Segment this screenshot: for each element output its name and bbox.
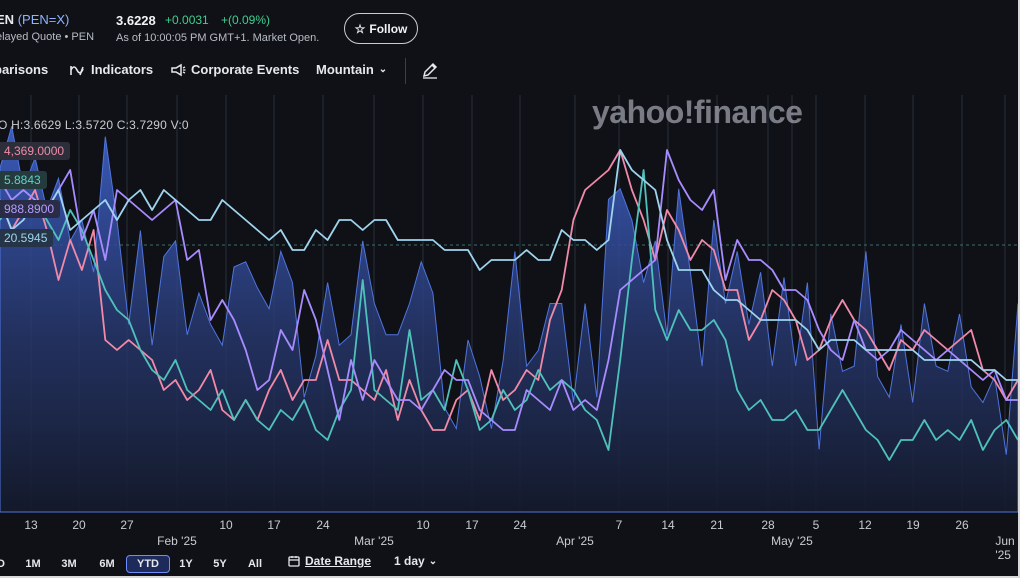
range-button-3m[interactable]: 3M (61, 558, 77, 570)
megaphone-icon (171, 63, 186, 76)
comparison-value-purple: 988.8900 (0, 200, 61, 218)
comparison-value-lightblue: 20.5945 (0, 229, 54, 247)
x-tick-label: Apr '25 (556, 534, 594, 548)
x-tick-label: 10 (219, 518, 233, 532)
indicators-button[interactable]: Indicators (70, 62, 153, 77)
x-tick-label: 5 (812, 518, 820, 532)
yahoo-finance-watermark: yahoo!finance (592, 94, 803, 130)
chart-style-dropdown[interactable]: Mountain ⌄ (316, 62, 387, 77)
x-tick-label: 19 (906, 518, 920, 532)
comparison-value-pink: 4,369.0000 (0, 142, 71, 160)
indicators-label: Indicators (91, 62, 154, 77)
symbol-name: EN (0, 12, 15, 27)
pencil-icon[interactable] (420, 60, 440, 80)
chevron-down-icon: ⌄ (428, 555, 438, 567)
last-price: 3.6228 (116, 13, 156, 28)
x-tick-label: 26 (955, 518, 969, 532)
chevron-down-icon: ⌄ (378, 64, 388, 75)
price-change-percent: +(0.09%) (221, 13, 271, 27)
x-tick-label: Mar '25 (354, 534, 394, 548)
date-range-label: Date Range (305, 554, 372, 568)
comparison-line-2 (0, 169, 1018, 461)
range-button-all[interactable]: All (247, 558, 263, 570)
range-button-1d[interactable]: D (0, 555, 8, 573)
x-tick-label: 13 (24, 518, 38, 532)
x-tick-label: 27 (120, 518, 134, 532)
star-icon: ☆ (354, 21, 366, 36)
x-tick-label: 17 (267, 518, 281, 532)
date-range-button[interactable]: Date Range (288, 554, 371, 568)
corporate-events-button[interactable]: Corporate Events (170, 62, 299, 77)
follow-button[interactable]: ☆ Follow (344, 13, 418, 44)
range-button-6m[interactable]: 6M (99, 558, 115, 570)
follow-label: Follow (369, 21, 408, 36)
calendar-icon (288, 556, 300, 567)
comparison-value-teal: 5.8843 (0, 171, 47, 189)
comparison-line-1 (0, 149, 1018, 431)
range-button-ytd[interactable]: YTD (126, 555, 170, 573)
corporate-events-label: Corporate Events (191, 62, 300, 77)
x-tick-label: 24 (316, 518, 330, 532)
x-tick-label: 20 (72, 518, 86, 532)
x-tick-label: 12 (858, 518, 872, 532)
indicators-icon (70, 65, 84, 75)
quote-type: elayed Quote • PEN (0, 31, 95, 43)
x-tick-label: 7 (615, 518, 623, 532)
comparison-line-4 (0, 149, 1018, 381)
x-tick-label: 17 (465, 518, 479, 532)
x-tick-label: 28 (761, 518, 775, 532)
x-tick-label: Feb '25 (157, 534, 197, 548)
comparisons-label: parisons (0, 62, 49, 77)
as-of-timestamp: As of 10:00:05 PM GMT+1. Market Open. (116, 32, 320, 44)
x-tick-label: 10 (416, 518, 430, 532)
x-tick-label: 24 (513, 518, 527, 532)
interval-label: 1 day (394, 554, 425, 568)
comparisons-button[interactable]: parisons (0, 62, 48, 77)
symbol-title: EN (PEN=X) (0, 12, 69, 27)
range-button-5y[interactable]: 5Y (213, 558, 227, 570)
x-tick-label: 21 (710, 518, 724, 532)
range-button-1y[interactable]: 1Y (179, 558, 193, 570)
price-change: +0.0031 (165, 13, 209, 27)
range-button-1m[interactable]: 1M (25, 558, 41, 570)
chart-style-label: Mountain (316, 62, 374, 77)
interval-dropdown[interactable]: 1 day ⌄ (394, 554, 437, 568)
toolbar-divider (405, 58, 406, 84)
x-tick-label: 14 (661, 518, 675, 532)
symbol-code: (PEN=X) (17, 12, 70, 27)
x-tick-label: Jun '25 (995, 534, 1015, 562)
x-tick-label: May '25 (771, 534, 813, 548)
ohlc-readout: O H:3.6629 L:3.5720 C:3.7290 V:0 (0, 118, 189, 132)
